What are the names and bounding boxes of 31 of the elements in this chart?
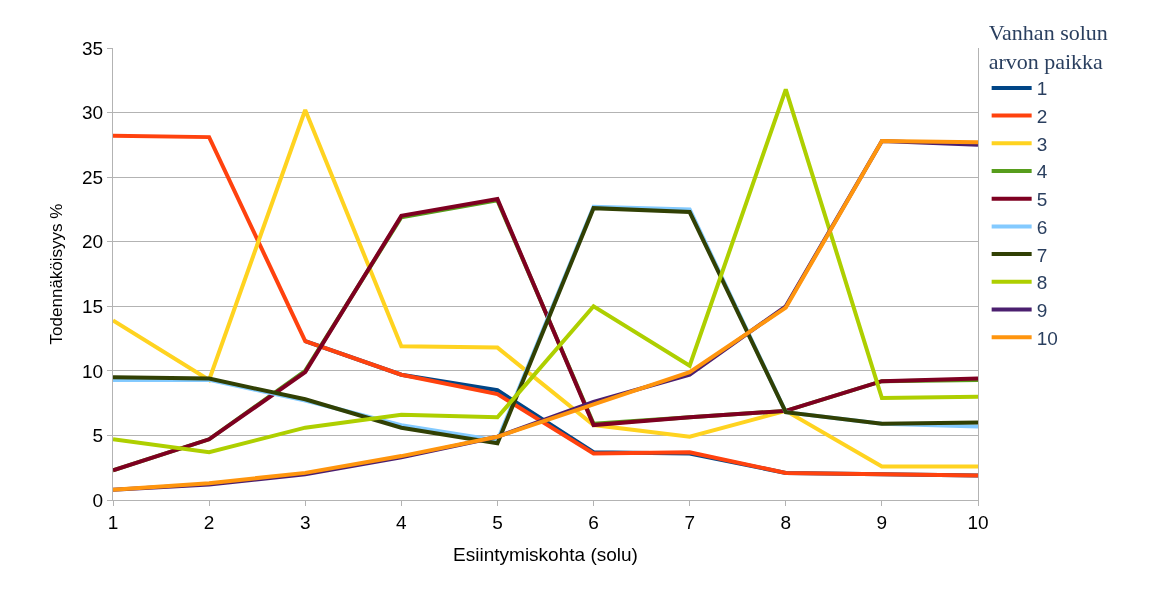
legend-label: 10 [1036,327,1058,349]
y-tick-label: 0 [92,489,104,511]
x-tick-label: 8 [780,511,792,533]
x-tick-label: 7 [684,511,695,533]
y-tick-label: 20 [82,231,104,253]
y-tick-label: 10 [82,360,104,382]
x-tick-label: 10 [967,511,989,533]
legend-label: 3 [1036,133,1048,155]
legend-label: 4 [1036,161,1048,183]
legend-label: 1 [1036,78,1048,100]
x-tick-label: 2 [203,511,215,533]
legend-label: 6 [1036,216,1048,238]
legend-label: 9 [1036,299,1048,321]
x-tick-label: 6 [588,511,599,533]
legend-label: 2 [1036,106,1048,127]
legend-label: 8 [1036,272,1048,294]
x-tick-label: 1 [107,511,119,533]
y-tick-label: 5 [92,425,104,447]
x-tick-label: 9 [876,511,888,533]
legend-title: Vanhan solun arvon paikka [988,20,1108,75]
legend-label: 5 [1036,189,1048,211]
y-axis-title: Todennäköisyys % [46,203,66,345]
x-tick-label: 4 [396,511,408,533]
legend-label: 7 [1036,244,1048,266]
x-tick-label: 3 [299,511,311,533]
x-tick-label: 5 [492,511,503,533]
y-tick-label: 35 [82,37,104,59]
y-tick-label: 25 [82,166,104,188]
y-tick-label: 30 [82,102,104,124]
x-axis-title: Esiintymiskohta (solu) [453,543,638,565]
y-tick-label: 15 [82,295,104,317]
